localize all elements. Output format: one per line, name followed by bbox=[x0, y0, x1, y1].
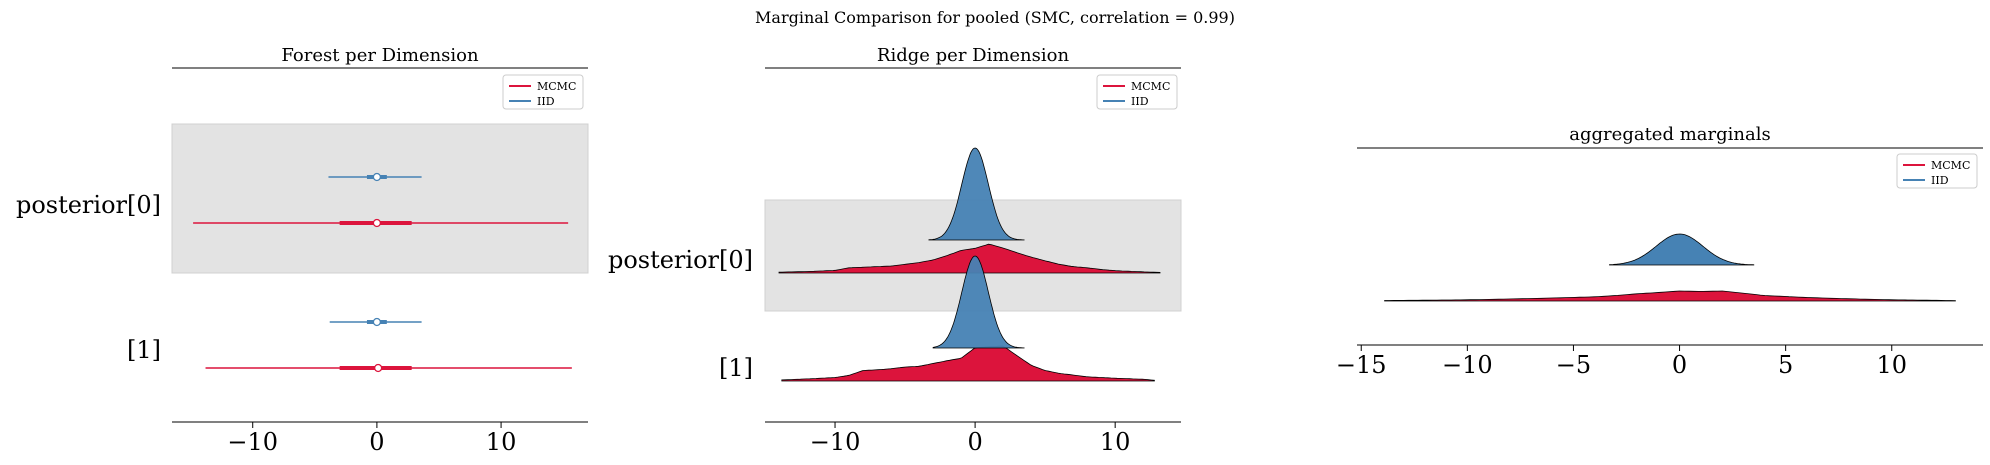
mcmc-density bbox=[1384, 290, 1956, 302]
legend-label-iid: IID bbox=[1931, 174, 1949, 187]
x-tick-label: 10 bbox=[486, 428, 517, 456]
iid-density bbox=[1609, 233, 1755, 266]
row-label: [1] bbox=[127, 336, 161, 364]
x-tick-label: 5 bbox=[1778, 351, 1793, 379]
x-tick-label: 0 bbox=[967, 428, 982, 456]
x-tick-label: −5 bbox=[1556, 351, 1591, 379]
x-tick-label: −15 bbox=[1336, 351, 1387, 379]
row-label: posterior[0] bbox=[16, 191, 161, 219]
legend-label-iid: IID bbox=[1131, 95, 1149, 108]
row-shade bbox=[171, 123, 589, 274]
row-label: [1] bbox=[719, 354, 753, 382]
legend-label-mcmc: MCMC bbox=[1131, 80, 1170, 93]
median-point bbox=[372, 218, 382, 228]
median-point bbox=[372, 172, 382, 182]
x-tick-label: 0 bbox=[369, 428, 384, 456]
panel-title: aggregated marginals bbox=[1569, 124, 1770, 145]
x-tick-label: 0 bbox=[1672, 351, 1687, 379]
iid-density bbox=[932, 255, 1025, 349]
x-tick-label: −10 bbox=[1442, 351, 1493, 379]
forest-panel: Forest per Dimension posterior[0] [1] MCMC I… bbox=[16, 45, 589, 456]
panel-title: Forest per Dimension bbox=[281, 45, 479, 66]
x-tick-label: 10 bbox=[1100, 428, 1131, 456]
legend-label-mcmc: MCMC bbox=[537, 80, 576, 93]
x-tick-label: −10 bbox=[810, 428, 861, 456]
iid-density bbox=[928, 147, 1025, 241]
x-tick-label: −10 bbox=[227, 428, 278, 456]
ridge-panel: Ridge per Dimension posterior[0] [1] MCMC II… bbox=[608, 45, 1182, 456]
row-label: posterior[0] bbox=[608, 246, 753, 274]
median-point bbox=[372, 317, 382, 327]
x-tick-label: 10 bbox=[1876, 351, 1907, 379]
mcmc-density bbox=[778, 243, 1161, 274]
legend-label-iid: IID bbox=[537, 95, 555, 108]
legend-label-mcmc: MCMC bbox=[1931, 159, 1970, 172]
median-point bbox=[373, 363, 383, 373]
aggregated-panel: aggregated marginals MCMC IID −15 −10 −5 0 5 10 bbox=[1336, 124, 1983, 379]
mcmc-density bbox=[781, 345, 1155, 382]
figure-suptitle: Marginal Comparison for pooled (SMC, cor… bbox=[755, 8, 1235, 27]
panel-title: Ridge per Dimension bbox=[877, 45, 1070, 66]
